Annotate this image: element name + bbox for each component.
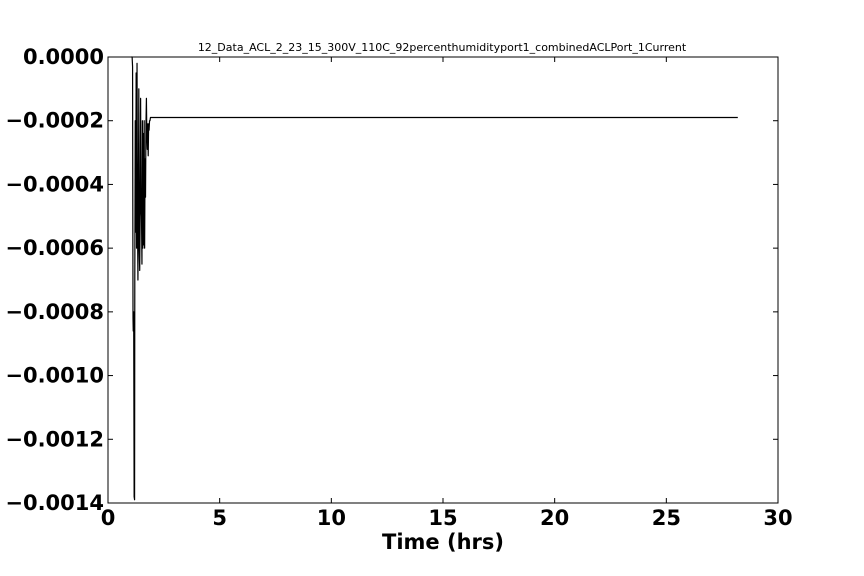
x-tick-label: 0 bbox=[101, 506, 116, 530]
y-tick-label: −0.0014 bbox=[5, 491, 104, 515]
series-layer bbox=[131, 56, 738, 501]
x-axis-title: Time (hrs) bbox=[382, 530, 504, 554]
chart-title: 12_Data_ACL_2_23_15_300V_110C_92percenth… bbox=[198, 41, 687, 54]
x-tick-label: 5 bbox=[212, 506, 227, 530]
plot-frame bbox=[107, 56, 779, 504]
series-line bbox=[131, 56, 738, 501]
y-tick-label: −0.0002 bbox=[5, 109, 104, 133]
x-tick-label: 15 bbox=[428, 506, 457, 530]
x-tick-label: 20 bbox=[540, 506, 569, 530]
tick-labels-layer: 0 5 10 15 20 25 30 0.0000 −0.0002 −0.0004 −0.0006 −… bbox=[5, 45, 792, 530]
y-tick-label: −0.0004 bbox=[5, 172, 104, 196]
y-tick-label: −0.0008 bbox=[5, 300, 104, 324]
y-tick-label: −0.0010 bbox=[5, 364, 104, 388]
x-tick-label: 25 bbox=[652, 506, 681, 530]
y-tick-label: 0.0000 bbox=[23, 45, 104, 69]
y-tick-label: −0.0012 bbox=[5, 427, 104, 451]
y-tick-label: −0.0006 bbox=[5, 236, 104, 260]
x-tick-label: 30 bbox=[763, 506, 792, 530]
x-tick-label: 10 bbox=[317, 506, 346, 530]
